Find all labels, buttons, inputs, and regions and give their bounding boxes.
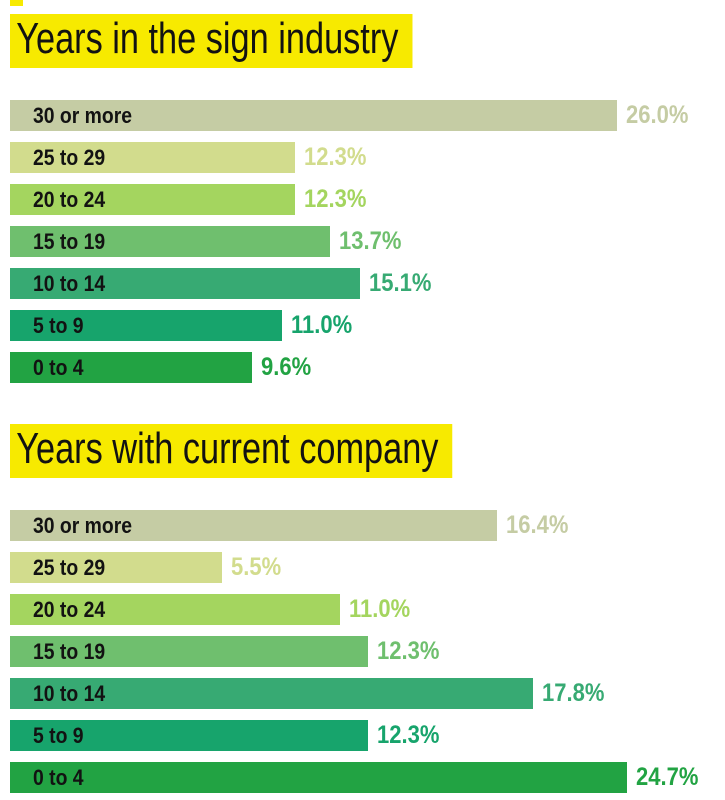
- category-label: 30 or more: [33, 102, 132, 128]
- bar-row: 0 to 4 9.6%: [10, 352, 725, 383]
- bar: 10 to 14: [10, 268, 360, 299]
- value-label: 12.3%: [304, 143, 367, 171]
- value-label: 9.6%: [261, 353, 312, 381]
- bar-row: 20 to 24 11.0%: [10, 594, 725, 625]
- value-label: 26.0%: [626, 101, 689, 129]
- bar: 10 to 14: [10, 678, 533, 709]
- bar-row: 20 to 24 12.3%: [10, 184, 725, 215]
- category-label: 20 to 24: [33, 186, 106, 212]
- bar-rows: 30 or more 26.0% 25 to 29 12.3% 20 to 24…: [10, 100, 725, 383]
- category-label: 0 to 4: [33, 764, 84, 790]
- chart-years-with-current-company: Years with current company 30 or more 16…: [10, 424, 725, 800]
- bar-rows: 30 or more 16.4% 25 to 29 5.5% 20 to 24 …: [10, 510, 725, 793]
- bar: 15 to 19: [10, 226, 330, 257]
- value-label: 11.0%: [349, 595, 411, 623]
- bar: 25 to 29: [10, 142, 295, 173]
- bar-row: 5 to 9 12.3%: [10, 720, 725, 751]
- bar-row: 25 to 29 5.5%: [10, 552, 725, 583]
- chart-title: Years in the sign industry: [10, 14, 413, 68]
- bar-row: 10 to 14 17.8%: [10, 678, 725, 709]
- bar: 25 to 29: [10, 552, 222, 583]
- category-label: 15 to 19: [33, 638, 106, 664]
- category-label: 5 to 9: [33, 312, 84, 338]
- value-label: 12.3%: [377, 637, 440, 665]
- category-label: 5 to 9: [33, 722, 84, 748]
- bar: 0 to 4: [10, 762, 627, 793]
- chart-title: Years with current company: [10, 424, 453, 478]
- value-label: 13.7%: [339, 227, 402, 255]
- category-label: 25 to 29: [33, 554, 106, 580]
- chart-years-in-sign-industry: Years in the sign industry 30 or more 26…: [10, 14, 725, 394]
- category-label: 0 to 4: [33, 354, 84, 380]
- bar: 5 to 9: [10, 720, 368, 751]
- category-label: 15 to 19: [33, 228, 106, 254]
- value-label: 15.1%: [369, 269, 432, 297]
- bar: 20 to 24: [10, 594, 340, 625]
- bar: 5 to 9: [10, 310, 282, 341]
- bar-row: 15 to 19 12.3%: [10, 636, 725, 667]
- value-label: 17.8%: [542, 679, 605, 707]
- bar-row: 10 to 14 15.1%: [10, 268, 725, 299]
- bar-row: 5 to 9 11.0%: [10, 310, 725, 341]
- value-label: 12.3%: [377, 721, 440, 749]
- bar: 15 to 19: [10, 636, 368, 667]
- value-label: 11.0%: [291, 311, 353, 339]
- bar: 30 or more: [10, 100, 617, 131]
- bar: 30 or more: [10, 510, 497, 541]
- bar: 0 to 4: [10, 352, 252, 383]
- value-label: 16.4%: [506, 511, 569, 539]
- yellow-corner-mark: [10, 0, 23, 6]
- bar-row: 30 or more 16.4%: [10, 510, 725, 541]
- bar: 20 to 24: [10, 184, 295, 215]
- value-label: 24.7%: [636, 763, 699, 791]
- category-label: 30 or more: [33, 512, 132, 538]
- bar-row: 30 or more 26.0%: [10, 100, 725, 131]
- value-label: 5.5%: [231, 553, 282, 581]
- bar-row: 25 to 29 12.3%: [10, 142, 725, 173]
- value-label: 12.3%: [304, 185, 367, 213]
- category-label: 10 to 14: [33, 270, 106, 296]
- category-label: 20 to 24: [33, 596, 106, 622]
- bar-row: 0 to 4 24.7%: [10, 762, 725, 793]
- category-label: 25 to 29: [33, 144, 106, 170]
- category-label: 10 to 14: [33, 680, 106, 706]
- bar-row: 15 to 19 13.7%: [10, 226, 725, 257]
